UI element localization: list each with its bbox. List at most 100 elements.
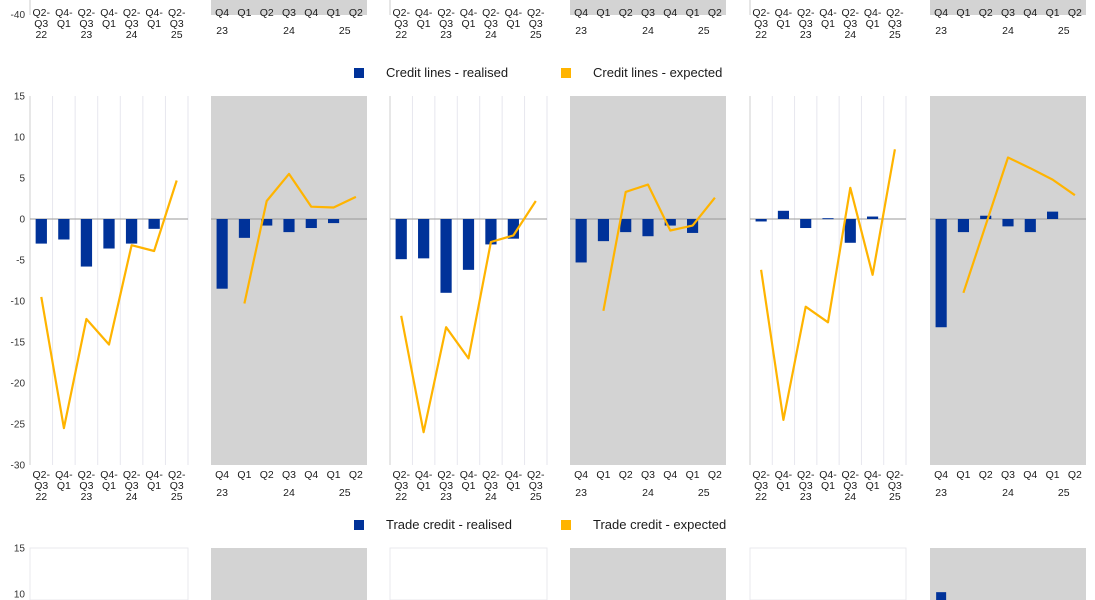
x-tick-label: Q3 [34,18,48,30]
x-tick-label: Q1 [776,480,790,492]
x-tick-label: Q1 [102,480,116,492]
x-tick-label: Q2- [752,469,770,481]
x-tick-label: Q2- [482,7,500,19]
x-year-label: 25 [698,487,710,499]
x-tick-label: Q1 [686,469,700,481]
x-tick-label: Q3 [754,18,768,30]
x-tick-label: Q2 [349,469,363,481]
x-tick-label: Q1 [596,7,610,19]
y-tick-label: -30 [11,461,26,472]
x-tick-label: Q1 [417,18,431,30]
bar-realised [103,219,115,249]
chart-panel-4 [570,96,726,465]
bar-realised [935,219,947,328]
x-year-label: 24 [642,25,654,37]
y-tick-label: -5 [16,256,25,267]
x-tick-label: Q3 [888,480,902,492]
x-tick-label: Q4- [415,469,433,481]
top-strip-panel-bg [211,0,367,15]
x-tick-label: Q2- [437,469,455,481]
x-tick-label: Q4- [819,469,837,481]
x-year-label: 24 [283,25,295,37]
x-tick-label: Q4 [574,469,588,481]
chart-panel-1 [29,96,189,465]
x-year-label: 25 [171,491,183,503]
bar-realised [844,219,856,243]
x-year-label: 25 [171,29,183,41]
x-tick-label: Q1 [327,7,341,19]
bar-realised [440,219,452,293]
x-tick-label: Q2- [797,7,815,19]
x-tick-label: Q4- [505,469,523,481]
x-year-label: 23 [81,491,93,503]
top-strip-ytick: -40 [11,10,26,21]
x-tick-label: Q3 [79,480,93,492]
bar-realised [620,219,632,233]
x-tick-label: Q2- [33,469,51,481]
x-tick-label: Q1 [506,480,520,492]
legend-label-expected: Credit lines - expected [593,65,722,80]
x-tick-label: Q2 [708,469,722,481]
x-tick-label: Q1 [686,7,700,19]
x-tick-label: Q4- [55,7,73,19]
x-tick-label: Q3 [282,7,296,19]
x-year-label: 24 [844,491,856,503]
bar-realised [462,219,475,270]
x-tick-label: Q1 [57,18,71,30]
x-tick-label: Q4- [460,469,478,481]
x-year-label: 23 [800,491,812,503]
x-tick-label: Q3 [1001,7,1015,19]
x-tick-label: Q2- [527,469,545,481]
bar-realised [148,219,160,229]
x-tick-label: Q3 [529,480,543,492]
bar-realised [216,219,228,289]
y-tick-label: -20 [11,379,26,390]
x-tick-label: Q4- [460,7,478,19]
x-tick-label: Q4 [1023,469,1037,481]
legend-label-expected: Trade credit - expected [593,517,726,532]
x-tick-label: Q1 [776,18,790,30]
bar-realised [58,219,70,240]
x-tick-label: Q3 [529,18,543,30]
bottom-strip-panel-bg [570,548,726,600]
x-tick-label: Q4- [819,7,837,19]
legend-swatch-expected [561,520,571,530]
x-year-label: 23 [935,25,947,37]
x-year-label: 22 [755,29,767,41]
x-year-label: 24 [126,29,138,41]
x-tick-label: Q3 [439,18,453,30]
x-tick-label: Q2- [842,7,860,19]
x-tick-label: Q2- [392,469,410,481]
bar-realised [328,219,340,224]
y-tick-label: -10 [11,297,26,308]
x-tick-label: Q4 [304,7,318,19]
x-tick-label: Q1 [956,7,970,19]
x-tick-label: Q2 [1068,469,1082,481]
x-tick-label: Q2 [260,7,274,19]
x-tick-label: Q3 [1001,469,1015,481]
panel-background [211,96,367,465]
x-tick-label: Q1 [821,480,835,492]
x-tick-label: Q1 [956,469,970,481]
chart-panel-2 [211,96,367,465]
x-tick-label: Q4- [145,469,163,481]
x-tick-label: Q1 [327,469,341,481]
x-tick-label: Q1 [461,480,475,492]
x-year-label: 23 [935,487,947,499]
bar-trade-credit-realised [936,592,947,600]
x-tick-label: Q4 [574,7,588,19]
legend-swatch-realised [354,520,364,530]
x-tick-label: Q1 [102,18,116,30]
x-tick-label: Q1 [866,480,880,492]
x-year-label: 24 [844,29,856,41]
x-tick-label: Q3 [170,18,184,30]
bar-realised [305,219,317,229]
bottom-strip-panel-frame [749,547,907,600]
bar-realised [867,216,879,219]
bar-realised [800,219,812,229]
x-tick-label: Q2- [168,469,186,481]
x-year-label: 25 [339,25,351,37]
y-tick-label: -25 [11,420,26,431]
x-tick-label: Q3 [394,18,408,30]
legend-trade-credit: Trade credit - realised Trade credit - ex… [354,517,726,532]
